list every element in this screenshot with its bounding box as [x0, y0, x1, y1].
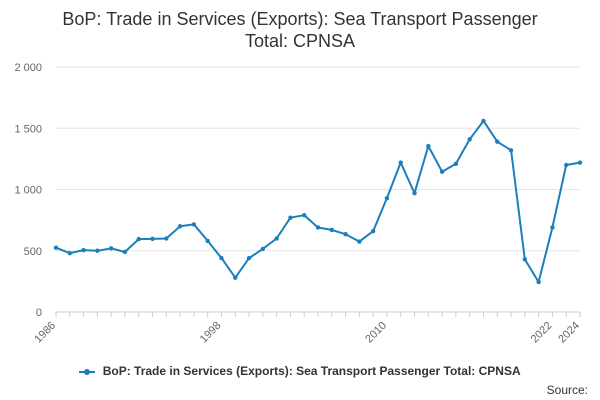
data-point [564, 162, 569, 168]
data-point [274, 236, 279, 241]
data-point [577, 160, 583, 165]
data-point [357, 239, 362, 244]
data-point [412, 190, 417, 196]
legend-label: BoP: Trade in Services (Exports): Sea Tr… [102, 364, 521, 378]
x-tick-label: 2010 [363, 320, 389, 346]
data-point [67, 251, 72, 256]
series-line [55, 119, 581, 283]
data-point [150, 236, 155, 242]
data-point [495, 139, 500, 144]
data-point [302, 213, 307, 218]
data-point [219, 255, 224, 261]
data-point [205, 238, 210, 244]
data-point [53, 245, 59, 250]
x-tick-label: 2022 [529, 320, 555, 346]
data-point [398, 160, 403, 165]
data-point [522, 257, 528, 262]
x-tick-label: 1998 [198, 320, 224, 346]
data-point [315, 225, 321, 230]
data-point [95, 248, 100, 253]
chart-title-line-1: BoP: Trade in Services (Exports): Sea Tr… [62, 9, 538, 29]
x-tick-label: 2024 [556, 320, 582, 346]
source-label: Source: [546, 383, 588, 397]
y-tick-label: 2 000 [14, 62, 42, 74]
data-point [233, 275, 238, 280]
data-point [177, 224, 183, 229]
legend-swatch [79, 368, 96, 375]
data-point [384, 195, 390, 201]
data-point [426, 143, 431, 149]
data-point [191, 222, 197, 227]
data-point [122, 249, 128, 255]
legend[interactable]: BoP: Trade in Services (Exports): Sea Tr… [0, 364, 600, 378]
data-point [81, 247, 86, 253]
data-point [136, 236, 141, 242]
data-point [164, 236, 169, 241]
data-point [508, 148, 514, 153]
y-tick-label: 0 [36, 307, 42, 319]
data-point [288, 215, 293, 220]
data-point [467, 137, 472, 142]
chart-title-line-2: Total: CPNSA [244, 31, 356, 51]
data-point [481, 118, 486, 124]
data-point [439, 169, 445, 174]
y-tick-label: 1 500 [14, 123, 42, 135]
data-point [370, 228, 376, 234]
data-point [108, 246, 114, 251]
data-point [329, 227, 334, 233]
data-point [550, 225, 555, 230]
x-tick-label: 1986 [32, 320, 58, 346]
chart-title: BoP: Trade in Services (Exports): Sea Tr… [0, 8, 600, 52]
data-point [246, 255, 252, 261]
y-tick-label: 500 [24, 246, 42, 258]
data-point [343, 232, 348, 237]
y-tick-label: 1 000 [14, 185, 42, 197]
data-point [536, 279, 541, 285]
data-point [260, 246, 266, 252]
data-point [453, 161, 459, 166]
